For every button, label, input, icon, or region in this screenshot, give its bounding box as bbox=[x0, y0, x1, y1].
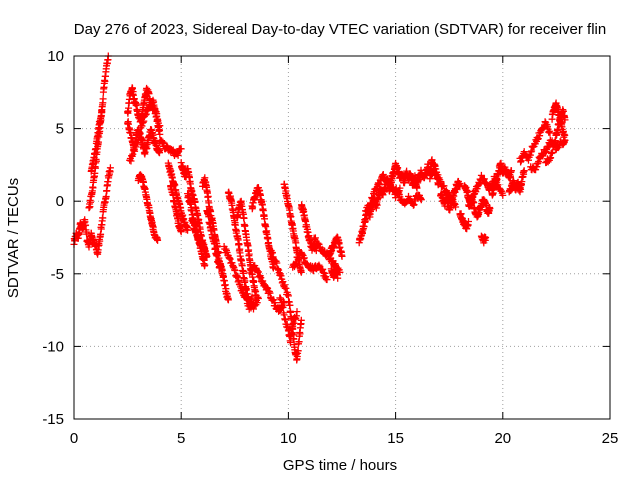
data-point bbox=[98, 106, 106, 114]
data-point bbox=[252, 292, 260, 300]
data-point bbox=[286, 301, 294, 309]
data-point bbox=[97, 230, 105, 238]
data-point bbox=[177, 145, 185, 153]
data-point bbox=[294, 347, 302, 355]
data-point bbox=[282, 284, 290, 292]
chart-title: Day 276 of 2023, Sidereal Day-to-day VTE… bbox=[74, 21, 606, 38]
x-tick-label: 20 bbox=[494, 430, 511, 447]
y-axis-title: SDTVAR / TECUs bbox=[5, 178, 22, 298]
data-point bbox=[545, 128, 553, 136]
data-point bbox=[243, 295, 251, 303]
data-point bbox=[269, 264, 277, 272]
data-marks bbox=[70, 52, 569, 364]
x-tick-label: 10 bbox=[280, 430, 297, 447]
data-point bbox=[559, 141, 567, 149]
data-point bbox=[482, 234, 490, 241]
x-axis-title: GPS time / hours bbox=[283, 457, 397, 474]
data-point bbox=[499, 191, 507, 199]
data-point bbox=[550, 142, 558, 150]
data-point bbox=[224, 296, 232, 304]
data-point bbox=[106, 164, 114, 172]
data-point bbox=[291, 261, 299, 269]
y-tick-label: -5 bbox=[51, 266, 64, 283]
data-point bbox=[293, 308, 301, 316]
data-point bbox=[365, 204, 373, 212]
data-point bbox=[546, 129, 554, 137]
x-tick-label: 15 bbox=[387, 430, 404, 447]
data-point bbox=[291, 315, 299, 323]
data-point bbox=[156, 146, 164, 154]
data-point bbox=[413, 184, 421, 192]
x-tick-label: 25 bbox=[602, 430, 619, 447]
grid-lines bbox=[74, 56, 610, 419]
data-point bbox=[297, 316, 305, 324]
data-point bbox=[99, 214, 107, 222]
data-point bbox=[213, 252, 221, 260]
data-point bbox=[156, 130, 164, 138]
data-point bbox=[296, 330, 304, 338]
y-axis: -15 -10 -5 0 5 10 bbox=[42, 48, 610, 428]
y-tick-label: -15 bbox=[42, 411, 64, 428]
data-point bbox=[87, 198, 94, 206]
data-point bbox=[379, 171, 387, 178]
data-point bbox=[465, 218, 472, 225]
data-point bbox=[486, 205, 494, 212]
data-point bbox=[240, 214, 248, 222]
x-tick-label: 0 bbox=[70, 430, 78, 447]
data-point bbox=[239, 268, 247, 275]
x-axis: 0 5 10 15 20 25 bbox=[70, 56, 619, 447]
y-tick-label: 0 bbox=[56, 193, 64, 210]
data-point bbox=[201, 261, 209, 269]
data-point bbox=[297, 268, 305, 276]
data-point bbox=[154, 236, 162, 244]
data-point bbox=[99, 95, 107, 103]
data-point bbox=[277, 296, 285, 304]
y-tick-label: 5 bbox=[56, 121, 64, 138]
y-tick-label: -10 bbox=[42, 338, 64, 355]
x-tick-label: 5 bbox=[177, 430, 185, 447]
data-point bbox=[277, 272, 285, 280]
data-point bbox=[238, 285, 246, 293]
data-point bbox=[153, 110, 161, 118]
data-point bbox=[507, 167, 515, 175]
data-point bbox=[417, 196, 425, 204]
data-point bbox=[552, 137, 559, 145]
data-point bbox=[94, 131, 102, 139]
data-point bbox=[216, 264, 224, 272]
plot-frame bbox=[73, 55, 611, 420]
data-point bbox=[287, 339, 294, 346]
data-point bbox=[338, 252, 346, 260]
data-point bbox=[321, 269, 328, 277]
data-point bbox=[203, 252, 211, 260]
y-tick-label: 10 bbox=[47, 48, 64, 65]
data-point bbox=[184, 226, 192, 234]
data-point bbox=[472, 188, 480, 196]
data-point bbox=[520, 167, 528, 175]
data-point bbox=[177, 228, 185, 236]
data-point bbox=[334, 274, 342, 282]
data-point bbox=[323, 276, 331, 284]
data-point bbox=[156, 122, 164, 130]
data-point bbox=[131, 147, 139, 155]
